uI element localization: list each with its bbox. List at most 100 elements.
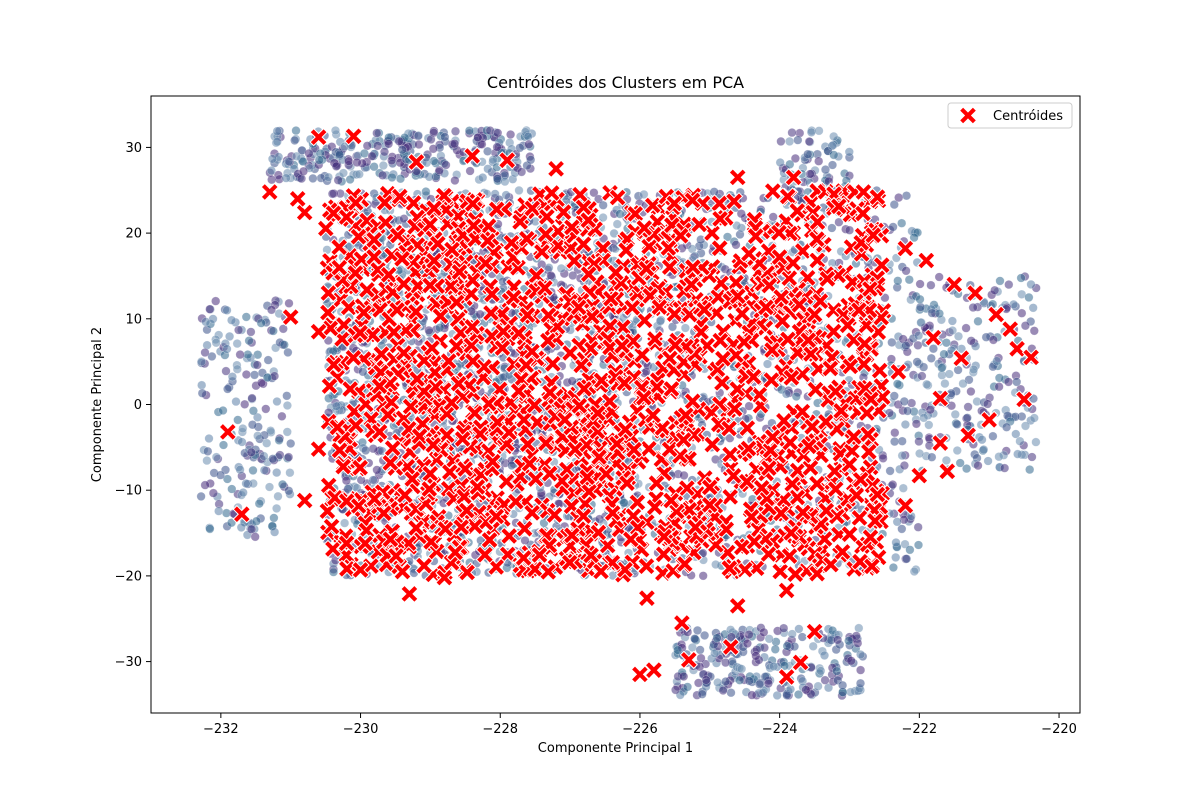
centroid-marker bbox=[582, 307, 602, 326]
cluster-point bbox=[356, 475, 366, 485]
cluster-point bbox=[887, 337, 897, 347]
cluster-point bbox=[888, 480, 898, 490]
cluster-point bbox=[671, 685, 681, 695]
cluster-point bbox=[889, 391, 899, 401]
cluster-point bbox=[256, 318, 266, 328]
cluster-point bbox=[700, 630, 710, 640]
cluster-point bbox=[506, 129, 516, 140]
cluster-point bbox=[769, 661, 779, 671]
cluster-point bbox=[214, 506, 224, 516]
centroid-marker bbox=[717, 520, 736, 539]
cluster-point bbox=[947, 325, 958, 336]
centroid-marker bbox=[786, 564, 805, 584]
cluster-point bbox=[238, 423, 248, 434]
cluster-point bbox=[1002, 422, 1012, 432]
cluster-point bbox=[1024, 292, 1034, 302]
cluster-point bbox=[701, 675, 711, 685]
cluster-point bbox=[501, 190, 511, 200]
centroid-marker bbox=[527, 413, 547, 432]
cluster-point bbox=[284, 486, 294, 496]
cluster-point bbox=[272, 126, 282, 136]
centroid-marker bbox=[713, 349, 733, 368]
cluster-point bbox=[726, 632, 737, 642]
cluster-point bbox=[218, 440, 229, 450]
cluster-point bbox=[791, 391, 801, 402]
cluster-point bbox=[854, 623, 864, 633]
centroid-marker bbox=[475, 545, 495, 564]
cluster-point bbox=[279, 340, 289, 350]
cluster-point bbox=[928, 344, 938, 354]
centroid-marker bbox=[370, 422, 389, 442]
cluster-point bbox=[278, 479, 288, 489]
cluster-point bbox=[961, 323, 971, 333]
cluster-point bbox=[235, 465, 245, 475]
cluster-point bbox=[215, 470, 226, 480]
cluster-point bbox=[722, 232, 733, 242]
cluster-point bbox=[915, 279, 925, 289]
centroid-marker bbox=[363, 325, 382, 345]
cluster-point bbox=[251, 516, 262, 526]
cluster-point bbox=[211, 452, 221, 462]
centroid-marker bbox=[538, 331, 558, 350]
cluster-point bbox=[218, 405, 228, 416]
centroid-marker bbox=[774, 411, 794, 431]
cluster-point bbox=[762, 359, 773, 369]
cluster-point bbox=[803, 149, 813, 159]
cluster-point bbox=[473, 132, 483, 143]
cluster-point bbox=[827, 223, 837, 233]
cluster-point bbox=[917, 371, 927, 381]
cluster-point bbox=[378, 170, 388, 180]
cluster-point bbox=[838, 680, 848, 690]
cluster-point bbox=[962, 413, 972, 423]
cluster-point bbox=[259, 451, 269, 461]
cluster-point bbox=[259, 465, 269, 475]
cluster-point bbox=[1031, 437, 1041, 447]
cluster-point bbox=[787, 629, 797, 639]
cluster-point bbox=[905, 545, 915, 555]
cluster-point bbox=[893, 276, 903, 286]
cluster-point bbox=[331, 161, 341, 171]
cluster-point bbox=[913, 340, 923, 350]
cluster-point bbox=[892, 517, 902, 527]
cluster-point bbox=[787, 128, 797, 138]
cluster-point bbox=[341, 476, 351, 486]
cluster-point bbox=[524, 139, 534, 149]
cluster-point bbox=[969, 364, 979, 375]
cluster-point bbox=[475, 309, 485, 319]
cluster-point bbox=[994, 373, 1004, 383]
cluster-point bbox=[424, 325, 434, 335]
cluster-point bbox=[890, 428, 900, 438]
cluster-point bbox=[202, 456, 212, 466]
cluster-point bbox=[947, 316, 957, 326]
cluster-point bbox=[973, 316, 983, 326]
cluster-point bbox=[922, 379, 932, 389]
cluster-point bbox=[814, 126, 824, 136]
cluster-point bbox=[913, 522, 923, 532]
cluster-point bbox=[205, 524, 215, 534]
cluster-point bbox=[354, 169, 364, 179]
cluster-point bbox=[941, 338, 951, 348]
centroid-marker bbox=[350, 458, 370, 477]
centroid-marker bbox=[560, 553, 579, 572]
cluster-point bbox=[352, 157, 362, 167]
cluster-point bbox=[282, 400, 292, 411]
cluster-point bbox=[615, 209, 625, 219]
cluster-point bbox=[424, 172, 434, 182]
cluster-point bbox=[272, 503, 282, 513]
cluster-point bbox=[785, 159, 795, 169]
cluster-point bbox=[235, 350, 245, 360]
centroid-marker bbox=[660, 257, 679, 277]
cluster-point bbox=[914, 331, 924, 341]
cluster-point bbox=[680, 323, 690, 333]
centroid-marker bbox=[858, 425, 878, 444]
cluster-point bbox=[911, 419, 921, 429]
cluster-point bbox=[450, 175, 460, 186]
cluster-point bbox=[523, 131, 533, 142]
cluster-point bbox=[344, 156, 354, 166]
cluster-point bbox=[775, 157, 785, 168]
cluster-point bbox=[227, 372, 237, 382]
cluster-point bbox=[1017, 308, 1027, 318]
centroid-marker bbox=[850, 508, 869, 528]
centroid-marker bbox=[871, 308, 891, 327]
cluster-point bbox=[731, 240, 741, 250]
